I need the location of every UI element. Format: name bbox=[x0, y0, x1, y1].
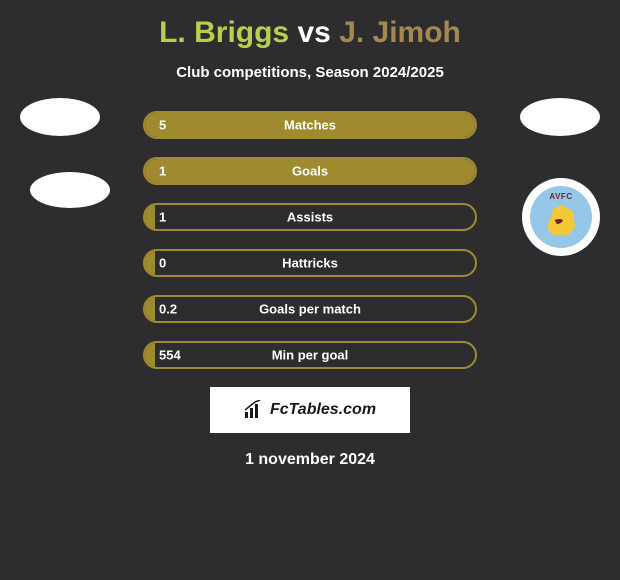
stat-bar-label: Min per goal bbox=[272, 348, 349, 363]
stat-bar: 554 Min per goal bbox=[143, 341, 477, 369]
stat-bar-label: Goals bbox=[292, 164, 328, 179]
bars-icon bbox=[244, 400, 264, 420]
club-badge: AVFC bbox=[522, 178, 600, 256]
stat-bar-fill bbox=[145, 205, 155, 229]
stat-bar-label: Goals per match bbox=[259, 302, 361, 317]
subtitle: Club competitions, Season 2024/2025 bbox=[10, 64, 610, 81]
stat-bar: 5 Matches bbox=[143, 111, 477, 139]
placeholder-ellipse-left-2 bbox=[30, 172, 110, 208]
infographic-container: L. Briggs vs J. Jimoh Club competitions,… bbox=[0, 0, 620, 580]
player1-name: L. Briggs bbox=[159, 16, 289, 49]
stat-bar-label: Assists bbox=[287, 210, 333, 225]
vs-text: vs bbox=[297, 16, 330, 49]
stat-bar-value: 554 bbox=[159, 348, 181, 363]
stat-bar-fill bbox=[145, 297, 155, 321]
stats-bars: 5 Matches 1 Goals 1 Assists 0 Hattricks 0.2 Goals… bbox=[143, 111, 477, 369]
brand-badge: FcTables.com bbox=[210, 387, 410, 433]
stat-bar: 0 Hattricks bbox=[143, 249, 477, 277]
stat-bar-label: Matches bbox=[284, 118, 336, 133]
footer-date: 1 november 2024 bbox=[10, 451, 610, 469]
club-badge-text: AVFC bbox=[549, 192, 572, 201]
stat-bar: 0.2 Goals per match bbox=[143, 295, 477, 323]
placeholder-ellipse-right-1 bbox=[520, 98, 600, 136]
stat-bar-fill bbox=[145, 251, 155, 275]
stat-bar-label: Hattricks bbox=[282, 256, 338, 271]
title: L. Briggs vs J. Jimoh bbox=[10, 16, 610, 50]
stat-bar-value: 1 bbox=[159, 210, 166, 225]
club-badge-inner: AVFC bbox=[530, 186, 592, 248]
brand-text: FcTables.com bbox=[270, 401, 376, 419]
stat-bar: 1 Assists bbox=[143, 203, 477, 231]
player2-name: J. Jimoh bbox=[339, 16, 461, 49]
stat-bar-value: 0.2 bbox=[159, 302, 177, 317]
stat-bar-value: 5 bbox=[159, 118, 166, 133]
stat-bar: 1 Goals bbox=[143, 157, 477, 185]
stat-bar-value: 0 bbox=[159, 256, 166, 271]
stat-bar-fill bbox=[145, 343, 155, 367]
lion-icon bbox=[540, 199, 582, 241]
placeholder-ellipse-left-1 bbox=[20, 98, 100, 136]
stat-bar-value: 1 bbox=[159, 164, 166, 179]
